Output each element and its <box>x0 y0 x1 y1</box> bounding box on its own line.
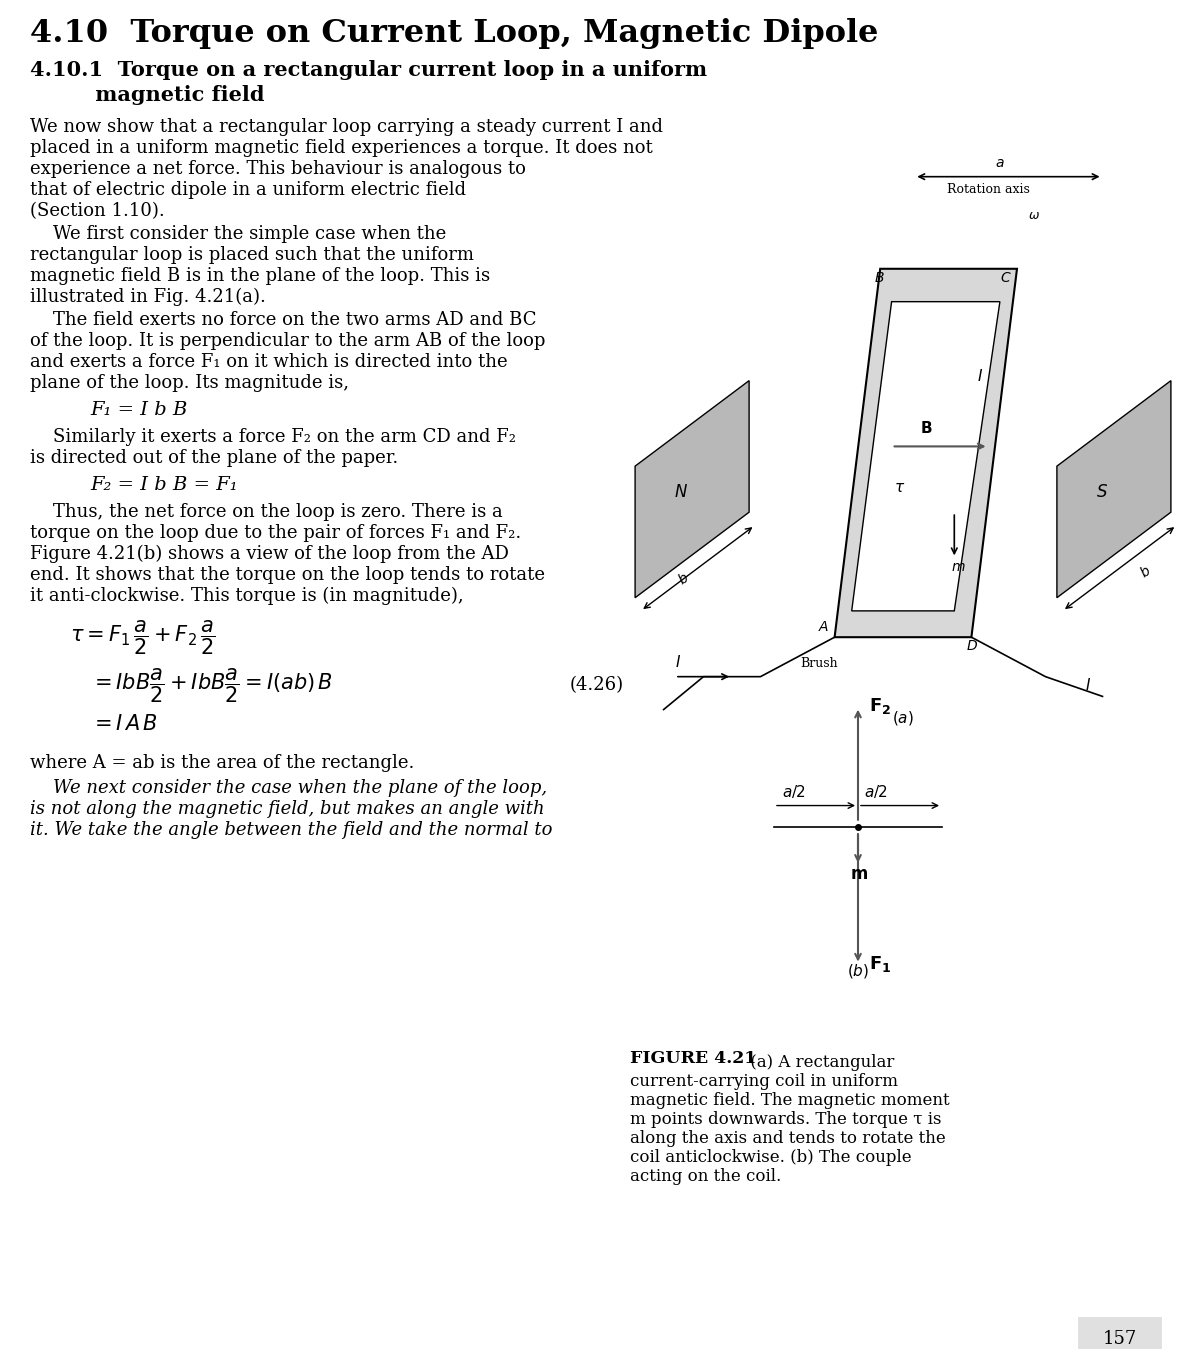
Text: We next consider the case when the plane of the loop,: We next consider the case when the plane… <box>30 779 547 797</box>
FancyBboxPatch shape <box>1078 1316 1162 1349</box>
Text: where A = ab is the area of the rectangle.: where A = ab is the area of the rectangl… <box>30 755 414 772</box>
Text: $m$: $m$ <box>952 560 966 574</box>
Text: $= IbB\dfrac{a}{2} + IbB\dfrac{a}{2} = I(ab)\,B$: $= IbB\dfrac{a}{2} + IbB\dfrac{a}{2} = I… <box>90 666 334 704</box>
Text: F₁ = I b B: F₁ = I b B <box>90 401 187 420</box>
Text: Figure 4.21(b) shows a view of the loop from the AD: Figure 4.21(b) shows a view of the loop … <box>30 545 509 563</box>
Text: $\tau = F_1\,\dfrac{a}{2} + F_2\,\dfrac{a}{2}$: $\tau = F_1\,\dfrac{a}{2} + F_2\,\dfrac{… <box>70 618 216 656</box>
Polygon shape <box>635 380 749 597</box>
Text: $\tau$: $\tau$ <box>894 481 906 495</box>
Text: experience a net force. This behaviour is analogous to: experience a net force. This behaviour i… <box>30 160 526 178</box>
Polygon shape <box>852 302 1000 611</box>
Text: $\omega$: $\omega$ <box>1028 209 1040 223</box>
Text: $\mathbf{m}$: $\mathbf{m}$ <box>850 865 868 883</box>
Text: $C$: $C$ <box>1000 271 1012 284</box>
Text: is not along the magnetic field, but makes an angle with: is not along the magnetic field, but mak… <box>30 800 545 817</box>
Text: placed in a uniform magnetic field experiences a torque. It does not: placed in a uniform magnetic field exper… <box>30 139 653 157</box>
Text: coil anticlockwise. (b) The couple: coil anticlockwise. (b) The couple <box>630 1150 912 1166</box>
Text: Similarly it exerts a force F₂ on the arm CD and F₂: Similarly it exerts a force F₂ on the ar… <box>30 428 516 446</box>
Polygon shape <box>1057 380 1171 597</box>
Text: it anti-clockwise. This torque is (in magnitude),: it anti-clockwise. This torque is (in ma… <box>30 586 463 606</box>
Text: 157: 157 <box>1103 1330 1138 1348</box>
Text: $a/2$: $a/2$ <box>782 783 806 800</box>
Text: and exerts a force F₁ on it which is directed into the: and exerts a force F₁ on it which is dir… <box>30 353 508 370</box>
Text: that of electric dipole in a uniform electric field: that of electric dipole in a uniform ele… <box>30 180 466 200</box>
Text: is directed out of the plane of the paper.: is directed out of the plane of the pape… <box>30 448 398 468</box>
Text: magnetic field: magnetic field <box>30 85 264 105</box>
Text: m points downwards. The torque τ is: m points downwards. The torque τ is <box>630 1111 942 1128</box>
Text: end. It shows that the torque on the loop tends to rotate: end. It shows that the torque on the loo… <box>30 566 545 584</box>
Text: Brush: Brush <box>800 656 838 670</box>
Text: of the loop. It is perpendicular to the arm AB of the loop: of the loop. It is perpendicular to the … <box>30 332 545 350</box>
Text: Thus, the net force on the loop is zero. There is a: Thus, the net force on the loop is zero.… <box>30 503 503 521</box>
Text: $(b)$: $(b)$ <box>847 962 869 980</box>
Text: The field exerts no force on the two arms AD and BC: The field exerts no force on the two arm… <box>30 312 536 329</box>
Text: (a) A rectangular: (a) A rectangular <box>745 1054 894 1070</box>
Text: $N$: $N$ <box>673 484 688 500</box>
Text: F₂ = I b B = F₁: F₂ = I b B = F₁ <box>90 476 238 493</box>
Text: acting on the coil.: acting on the coil. <box>630 1167 781 1185</box>
Text: $D$: $D$ <box>966 640 978 653</box>
Text: $I$: $I$ <box>674 653 682 670</box>
Text: 4.10  Torque on Current Loop, Magnetic Dipole: 4.10 Torque on Current Loop, Magnetic Di… <box>30 18 878 49</box>
Polygon shape <box>835 269 1018 637</box>
Text: $b$: $b$ <box>674 570 692 588</box>
Text: illustrated in Fig. 4.21(a).: illustrated in Fig. 4.21(a). <box>30 288 266 306</box>
Text: (4.26): (4.26) <box>570 677 624 694</box>
Text: $(a)$: $(a)$ <box>892 709 914 727</box>
Text: 4.10.1  Torque on a rectangular current loop in a uniform: 4.10.1 Torque on a rectangular current l… <box>30 60 707 81</box>
Text: along the axis and tends to rotate the: along the axis and tends to rotate the <box>630 1131 946 1147</box>
Text: torque on the loop due to the pair of forces F₁ and F₂.: torque on the loop due to the pair of fo… <box>30 524 521 541</box>
Text: $S$: $S$ <box>1097 484 1109 500</box>
Text: current-carrying coil in uniform: current-carrying coil in uniform <box>630 1073 898 1089</box>
Text: plane of the loop. Its magnitude is,: plane of the loop. Its magnitude is, <box>30 375 349 392</box>
Text: $b$: $b$ <box>1136 563 1153 581</box>
Text: $I$: $I$ <box>1086 677 1092 693</box>
Text: $\mathbf{B}$: $\mathbf{B}$ <box>920 420 932 436</box>
Text: $I$: $I$ <box>977 368 983 384</box>
Text: magnetic field B is in the plane of the loop. This is: magnetic field B is in the plane of the … <box>30 267 490 284</box>
Text: $a$: $a$ <box>995 156 1004 170</box>
Text: $A$: $A$ <box>817 619 829 634</box>
Text: $= I\,A\,B$: $= I\,A\,B$ <box>90 714 158 734</box>
Text: $B$: $B$ <box>875 271 886 284</box>
Text: (Section 1.10).: (Section 1.10). <box>30 202 164 220</box>
Text: $\mathbf{F_1}$: $\mathbf{F_1}$ <box>869 954 892 973</box>
Text: We first consider the simple case when the: We first consider the simple case when t… <box>30 226 446 243</box>
Text: We now show that a rectangular loop carrying a steady current I and: We now show that a rectangular loop carr… <box>30 118 662 135</box>
Text: $a/2$: $a/2$ <box>864 783 888 800</box>
Text: it. We take the angle between the field and the normal to: it. We take the angle between the field … <box>30 822 552 839</box>
Text: Rotation axis: Rotation axis <box>947 183 1030 195</box>
Text: magnetic field. The magnetic moment: magnetic field. The magnetic moment <box>630 1092 949 1109</box>
Text: FIGURE 4.21: FIGURE 4.21 <box>630 1050 756 1068</box>
Text: rectangular loop is placed such that the uniform: rectangular loop is placed such that the… <box>30 246 474 264</box>
Text: $\mathbf{F_2}$: $\mathbf{F_2}$ <box>869 696 892 716</box>
